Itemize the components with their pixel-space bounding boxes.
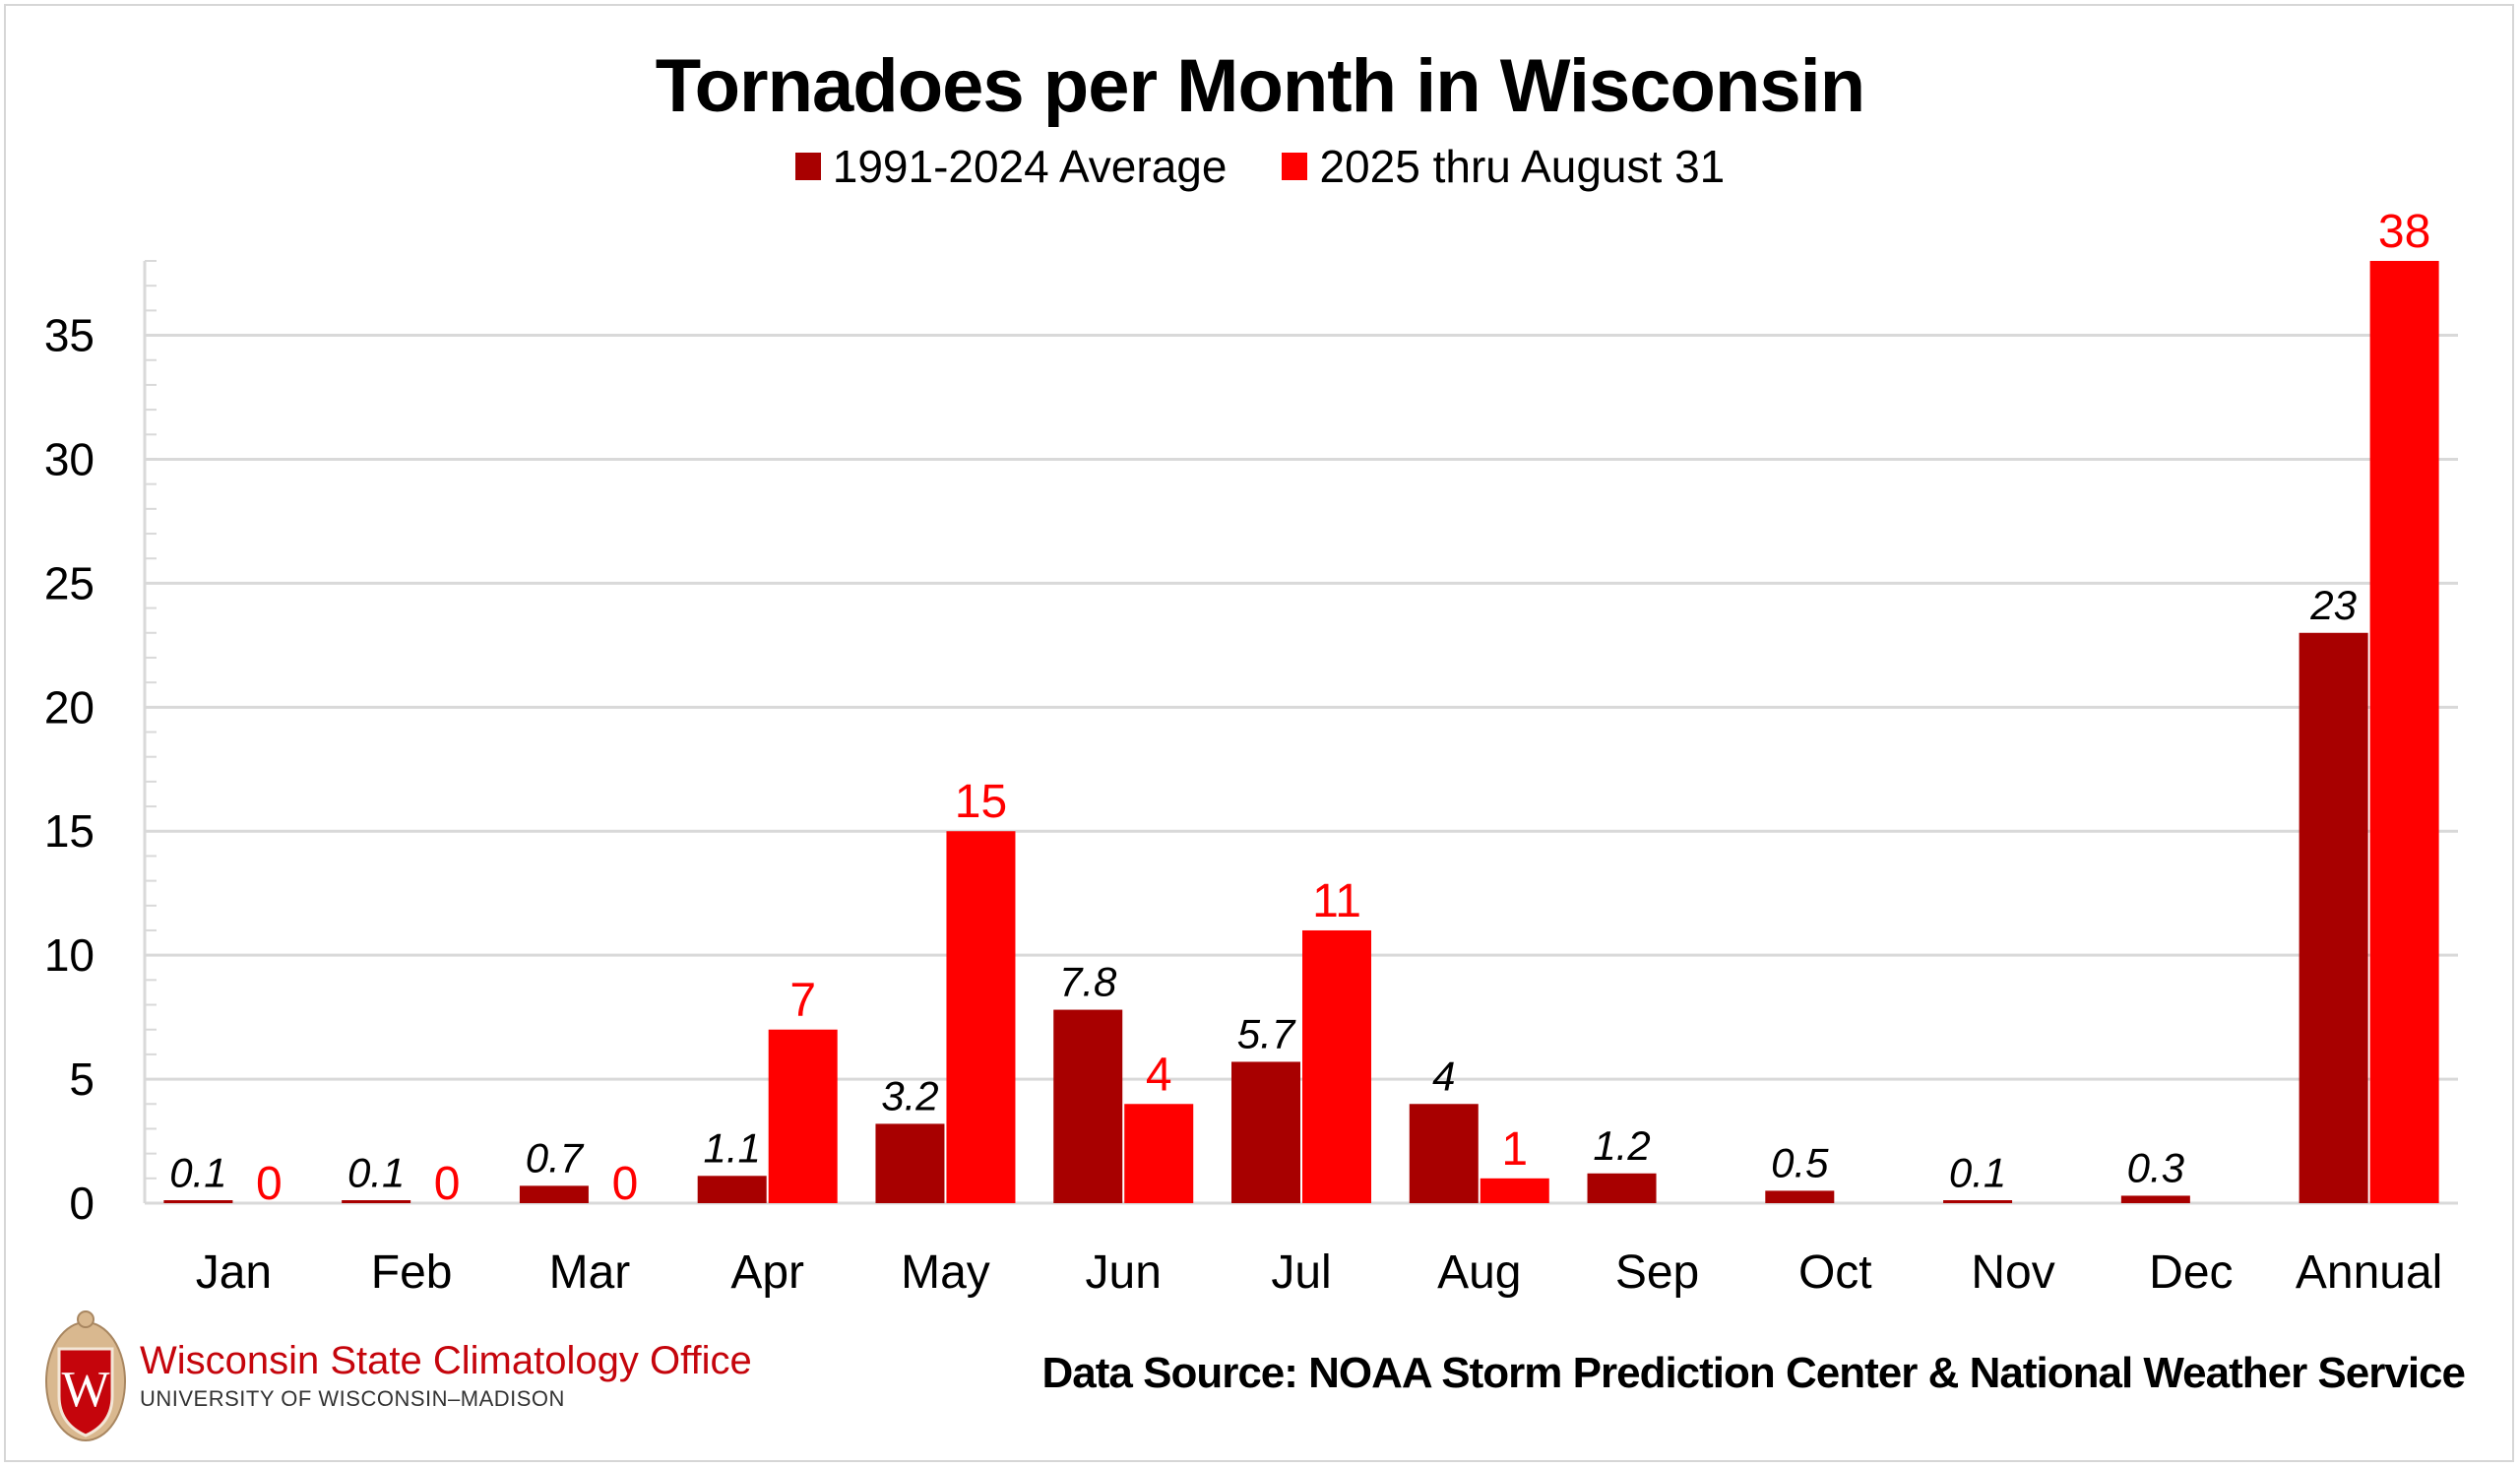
x-tick-label: Sep <box>1615 1246 1699 1299</box>
bar-average <box>1053 1009 1123 1203</box>
legend-label-current: 2025 thru August 31 <box>1319 141 1726 192</box>
bar-current <box>768 1029 838 1203</box>
data-label-average: 23 <box>2309 582 2357 628</box>
data-label-average: 1.1 <box>703 1124 760 1171</box>
y-tick-label: 20 <box>44 681 94 733</box>
x-tick-label: May <box>901 1246 990 1299</box>
data-label-average: 0.7 <box>526 1134 585 1181</box>
y-tick-label: 25 <box>44 557 94 608</box>
bar-current <box>1302 929 1371 1203</box>
bar-average <box>697 1176 767 1203</box>
data-source: Data Source: NOAA Storm Prediction Cente… <box>1041 1349 2466 1397</box>
data-label-current: 11 <box>1312 875 1361 927</box>
bar-current <box>2369 261 2439 1203</box>
data-label-current: 0 <box>256 1158 283 1210</box>
y-tick-label: 30 <box>44 433 94 484</box>
y-tick-label: 0 <box>69 1178 94 1229</box>
logo-letter: W <box>61 1362 109 1418</box>
x-tick-label: Apr <box>730 1246 804 1299</box>
data-label-average: 0.3 <box>2127 1144 2184 1190</box>
x-tick-label: Jun <box>1086 1246 1162 1299</box>
x-tick-label: Nov <box>1971 1246 2054 1299</box>
bar-average <box>1943 1200 2013 1203</box>
legend-swatch-current <box>1282 153 1308 180</box>
bar-average <box>342 1200 411 1203</box>
org-logo: W Wisconsin State Climatology Office UNI… <box>41 1308 752 1445</box>
data-label-average: 5.7 <box>1237 1010 1296 1056</box>
bar-average <box>163 1200 233 1203</box>
data-label-average: 4 <box>1432 1053 1455 1099</box>
legend-item-current: 2025 thru August 31 <box>1282 140 1725 193</box>
org-subtitle: UNIVERSITY OF WISCONSIN–MADISON <box>140 1386 565 1411</box>
data-label-current: 1 <box>1501 1123 1528 1176</box>
data-label-current: 7 <box>789 975 816 1027</box>
x-tick-label: Jul <box>1271 1246 1331 1299</box>
data-label-average: 0.5 <box>1771 1139 1829 1185</box>
bar-current <box>1124 1104 1194 1203</box>
data-label-current: 15 <box>955 776 1007 828</box>
chart-title: Tornadoes per Month in Wisconsin <box>655 44 1865 128</box>
data-label-average: 0.1 <box>347 1149 405 1195</box>
org-name: Wisconsin State Climatology Office <box>140 1339 752 1382</box>
data-label-average: 0.1 <box>169 1149 226 1195</box>
x-tick-label: Annual <box>2296 1246 2442 1299</box>
x-tick-label: Feb <box>371 1246 453 1299</box>
bar-average <box>1765 1190 1835 1203</box>
y-tick-label: 35 <box>44 310 94 361</box>
data-label-average: 1.2 <box>1593 1122 1650 1169</box>
bar-current <box>1480 1178 1549 1203</box>
y-tick-label: 5 <box>69 1053 94 1105</box>
data-label-average: 0.1 <box>1949 1149 2006 1195</box>
data-label-current: 38 <box>2378 206 2430 258</box>
x-tick-label: Oct <box>1798 1246 1872 1299</box>
x-tick-label: Mar <box>549 1246 631 1299</box>
y-tick-label: 10 <box>44 929 94 981</box>
bar-average <box>1231 1061 1300 1203</box>
x-tick-label: Dec <box>2149 1246 2233 1299</box>
bar-average <box>1409 1104 1479 1203</box>
uw-crest-icon: W <box>45 1310 126 1441</box>
legend-label-average: 1991-2024 Average <box>832 141 1228 192</box>
bar-average <box>519 1185 589 1203</box>
legend-item-average: 1991-2024 Average <box>794 140 1228 193</box>
data-label-current: 0 <box>612 1158 639 1210</box>
bar-average <box>2120 1195 2190 1203</box>
chart-frame <box>4 4 2514 1462</box>
bar-average <box>875 1123 945 1203</box>
org-text: Wisconsin State Climatology Office UNIVE… <box>140 1341 752 1412</box>
legend: 1991-2024 Average 2025 thru August 31 <box>0 140 2520 193</box>
data-label-current: 0 <box>434 1158 461 1210</box>
data-label-average: 7.8 <box>1059 959 1117 1005</box>
x-tick-label: Aug <box>1437 1246 1521 1299</box>
legend-swatch-average <box>794 153 821 180</box>
bar-current <box>946 831 1016 1203</box>
y-tick-label: 15 <box>44 805 94 857</box>
data-label-average: 3.2 <box>881 1072 938 1118</box>
bar-average <box>1587 1173 1657 1203</box>
bar-average <box>2299 632 2368 1203</box>
data-label-current: 4 <box>1146 1049 1172 1101</box>
x-tick-label: Jan <box>196 1246 272 1299</box>
